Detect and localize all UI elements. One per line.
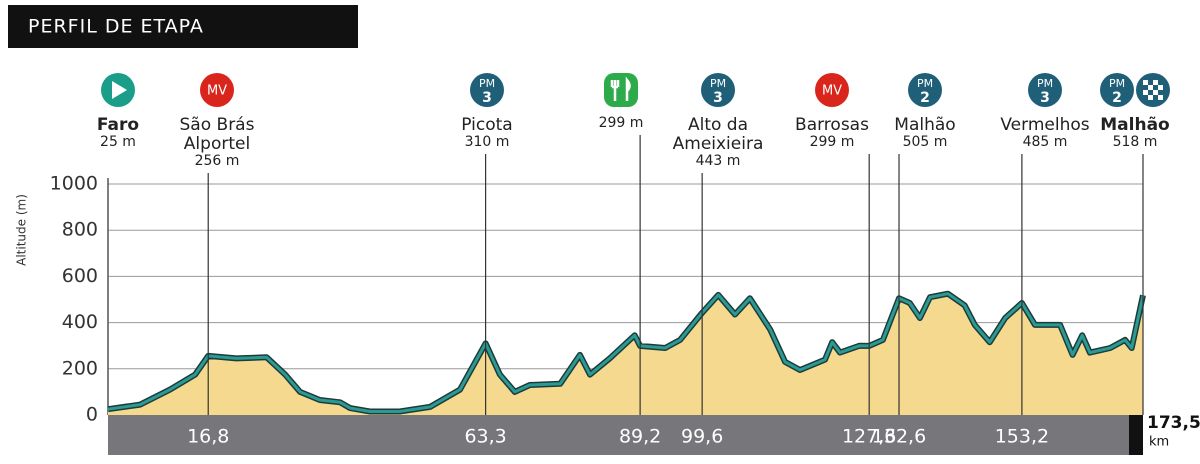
fork [610, 80, 620, 101]
start-arrow [112, 81, 127, 99]
y-tick-label: 0 [86, 404, 98, 426]
point-name: Barrosas [795, 115, 869, 135]
pm-badge [1028, 73, 1062, 107]
y-tick-label: 600 [62, 265, 98, 287]
checker [1143, 90, 1148, 95]
pm-badge [908, 73, 942, 107]
badge-num: 3 [1040, 90, 1050, 106]
badge-text: MV [207, 84, 227, 99]
x-tick-label: 173,5 [1147, 413, 1200, 433]
x-unit: km [1149, 435, 1169, 450]
y-tick-label: 400 [62, 311, 98, 333]
point-elevation: 443 m [696, 153, 741, 169]
badge-text: PM [479, 77, 495, 90]
x-tick-label: 99,6 [681, 426, 723, 448]
badge-text: PM [1037, 77, 1053, 90]
point-elevation: 518 m [1113, 134, 1158, 150]
point-name: Ameixieira [673, 134, 764, 154]
badge-text: PM [917, 77, 933, 90]
badge-text: MV [822, 84, 842, 99]
point-name: São Brás [180, 115, 255, 135]
x-tick-label: 153,2 [995, 426, 1049, 448]
mv-badge [200, 73, 234, 107]
badge-text: PM [1109, 77, 1125, 90]
checker [1153, 90, 1158, 95]
chart-title: PERFIL DE ETAPA [28, 16, 204, 38]
x-tick-label: 16,8 [187, 426, 229, 448]
x-tick-label: 63,3 [464, 426, 506, 448]
checker [1153, 80, 1158, 85]
checker [1143, 80, 1148, 85]
y-tick-label: 200 [62, 357, 98, 379]
point-elevation: 310 m [465, 134, 510, 150]
point-name: Faro [97, 115, 139, 135]
badge-num: 3 [713, 90, 723, 106]
pm-badge [470, 73, 504, 107]
badge-num: 2 [1112, 90, 1122, 106]
point-elevation: 256 m [195, 153, 240, 169]
point-name: Malhão [894, 115, 955, 135]
badge-text: PM [710, 77, 726, 90]
point-name: Malhão [1100, 115, 1169, 135]
point-elevation: 299 m [810, 134, 855, 150]
y-tick-label: 1000 [50, 173, 98, 195]
checker [1148, 95, 1153, 100]
point-elevation: 25 m [100, 134, 136, 150]
point-elevation: 505 m [903, 134, 948, 150]
checker [1158, 95, 1163, 100]
mv-badge [815, 73, 849, 107]
badge-num: 2 [920, 90, 930, 106]
point-name: Picota [461, 115, 512, 135]
point-name: Alportel [184, 134, 250, 154]
checker [1158, 85, 1163, 90]
point-elevation: 299 m [599, 115, 644, 131]
km-bar-end [1129, 415, 1143, 455]
point-name: Alto da [688, 115, 748, 135]
pm-badge [1100, 73, 1134, 107]
y-tick-label: 800 [62, 219, 98, 241]
x-tick-label: 127,6 [842, 426, 896, 448]
profile-area [108, 293, 1143, 415]
badge-num: 3 [482, 90, 492, 106]
x-tick-label: 132,6 [872, 426, 926, 448]
checker [1148, 85, 1153, 90]
title-box [8, 5, 358, 48]
x-tick-label: 89,2 [619, 426, 661, 448]
profile-line [107, 292, 1145, 413]
y-axis-label: Altitude (m) [15, 194, 29, 266]
pm-badge [701, 73, 735, 107]
km-bar [108, 415, 1129, 455]
point-name: Vermelhos [1000, 115, 1089, 135]
food-icon [604, 73, 638, 107]
knife [625, 76, 631, 101]
point-elevation: 485 m [1023, 134, 1068, 150]
